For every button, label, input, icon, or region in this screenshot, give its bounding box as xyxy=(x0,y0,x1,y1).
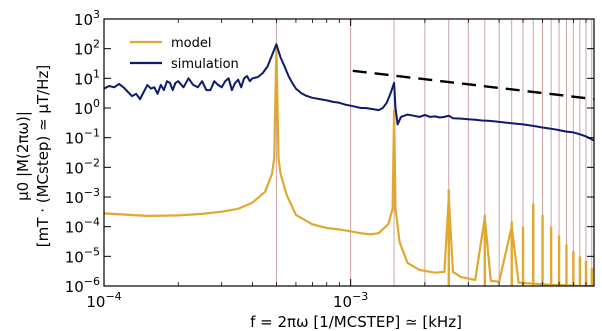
y-tick-label: 102 xyxy=(74,38,100,59)
y-tick-label: 10−2 xyxy=(65,156,100,177)
series-simulation-line xyxy=(104,43,594,142)
y-tick-label: 10−4 xyxy=(65,216,100,237)
y-tick-label: 101 xyxy=(74,67,100,88)
harmonic-lines xyxy=(275,19,593,286)
y-axis-label-line1: μ0 |M(2πω)| xyxy=(14,111,32,201)
y-axis-label-line2: [mT · (MCstep) ≃ μT/Hz] xyxy=(34,65,52,247)
legend-label-simulation: simulation xyxy=(171,57,239,72)
y-tick-label: 10−5 xyxy=(65,245,100,266)
x-tick-label: 10−4 xyxy=(86,290,121,311)
y-tick-label: 100 xyxy=(74,97,100,118)
plot-frame xyxy=(103,18,595,287)
y-tick-label: 103 xyxy=(74,8,100,29)
y-tick-label: 10−1 xyxy=(65,127,100,148)
tick-labels: 10310210110010−110−210−310−410−510−610−4… xyxy=(65,8,369,311)
series-model-line xyxy=(104,45,594,286)
legend: model simulation xyxy=(130,36,239,72)
y-tick-label: 10−6 xyxy=(65,275,100,296)
reference-dashed-line xyxy=(352,69,594,101)
axis-ticks xyxy=(103,18,594,287)
legend-label-model: model xyxy=(171,36,211,51)
x-axis-label: f = 2πω [1/MCSTEP] ≃ [kHz] xyxy=(250,313,462,331)
series-layer xyxy=(104,43,594,286)
x-tick-label: 10−3 xyxy=(333,290,368,311)
y-tick-label: 10−3 xyxy=(65,186,100,207)
